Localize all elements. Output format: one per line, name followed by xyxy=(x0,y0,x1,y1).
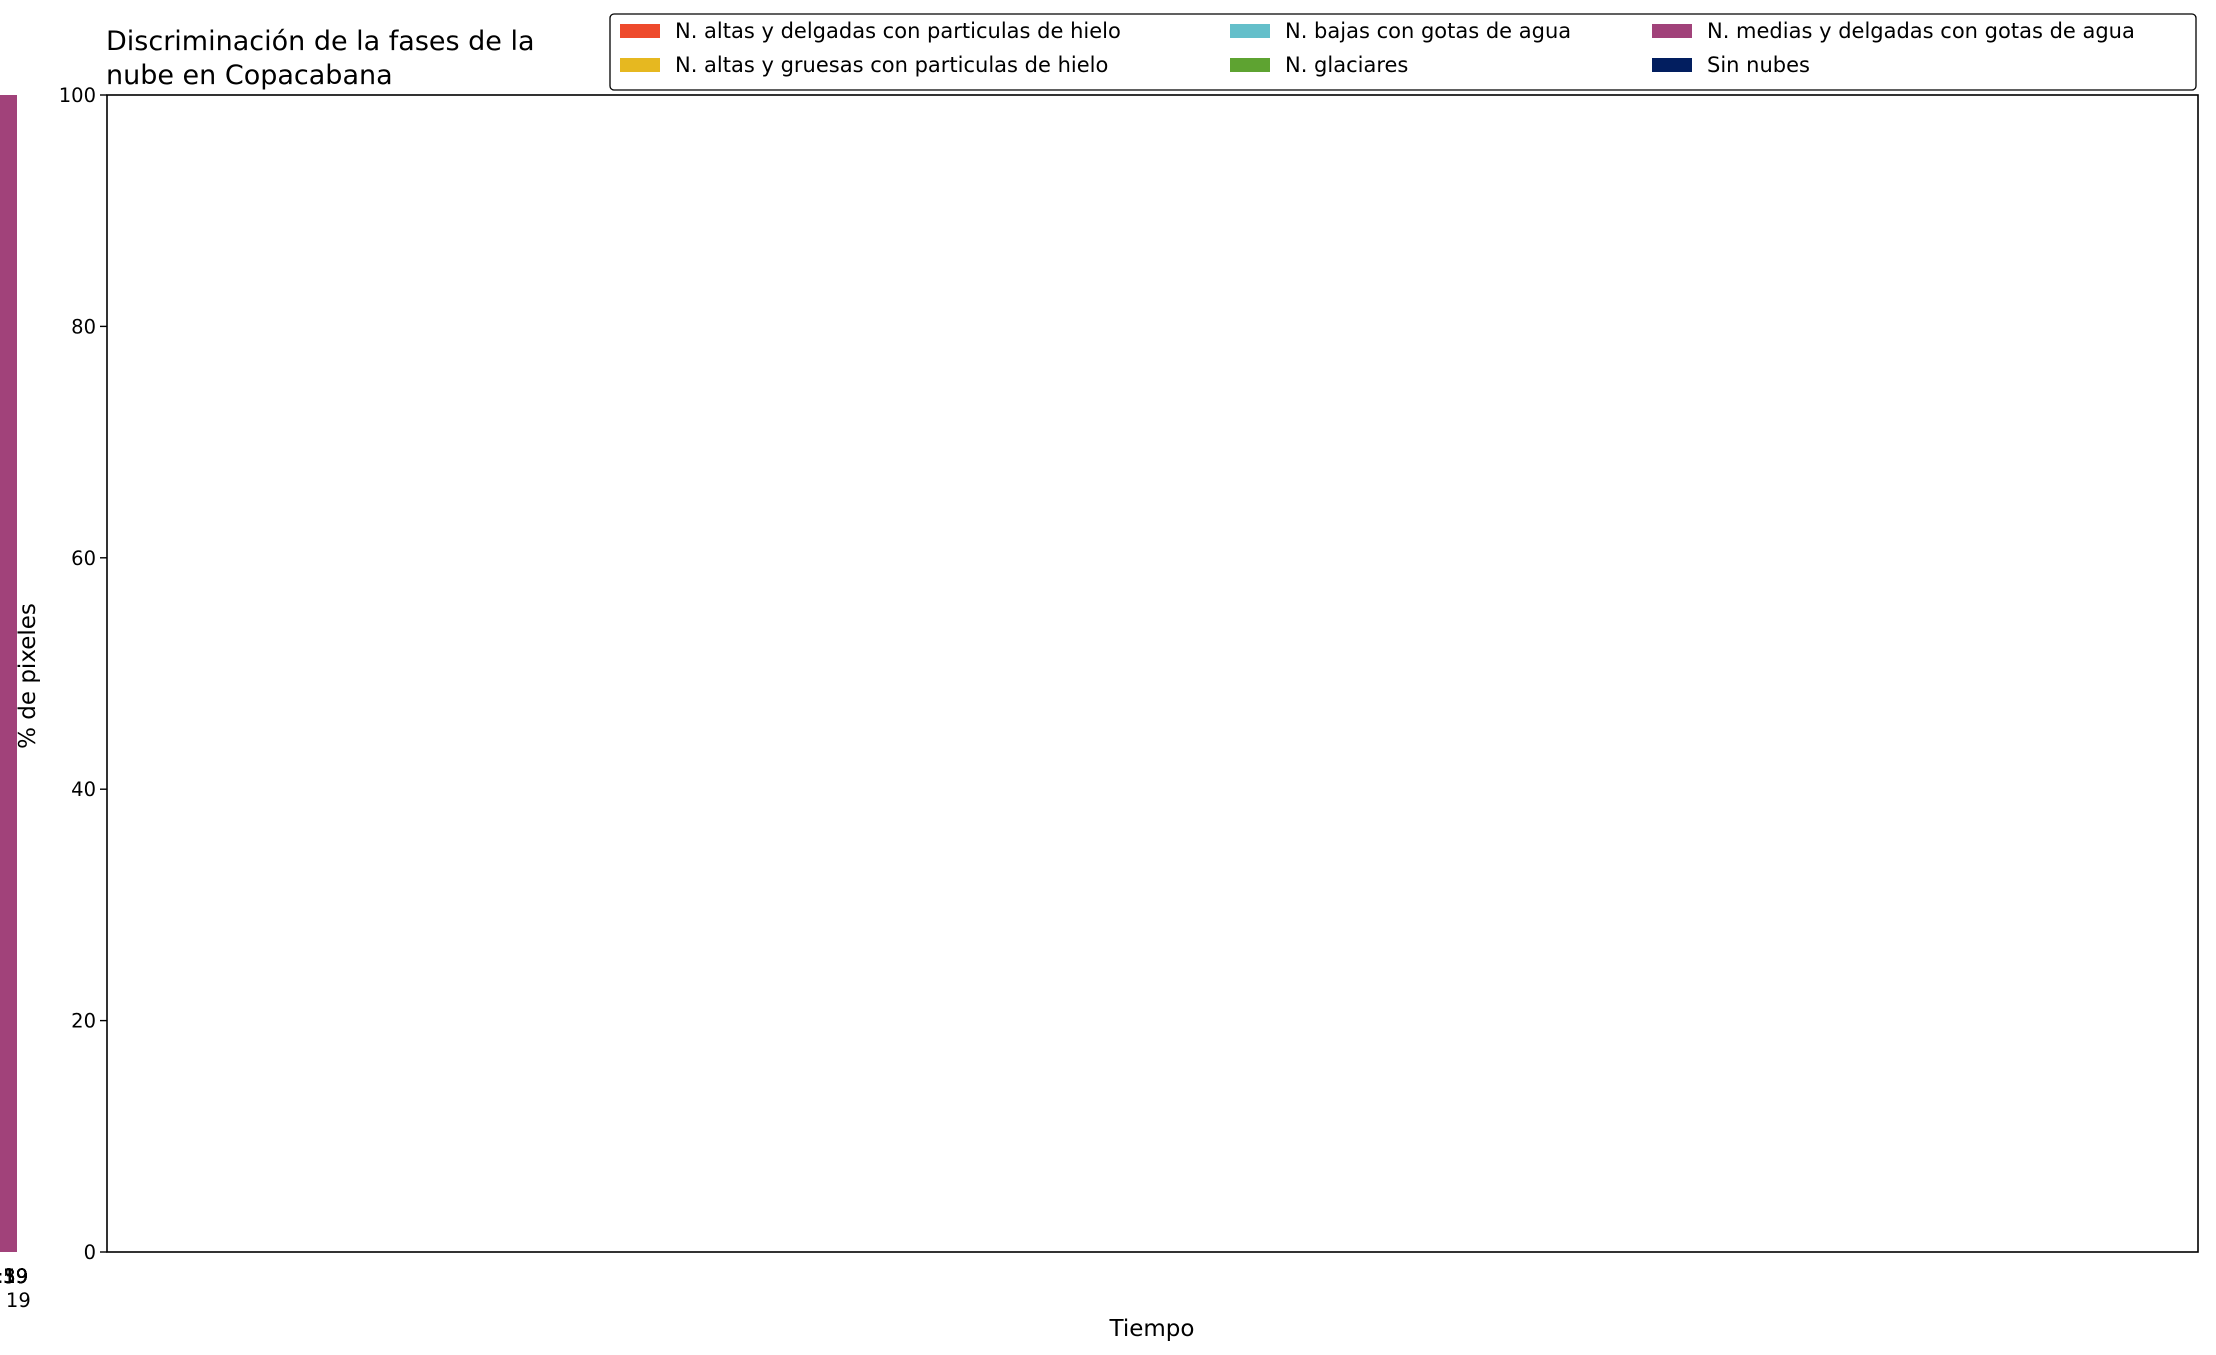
x-tick-label-2: 09:39 xyxy=(0,1265,28,1288)
x-tick-label-10: 14:59 xyxy=(0,1265,28,1288)
bar-segment-53-4 xyxy=(0,95,17,1252)
legend-label-1: N. altas y gruesas con particulas de hie… xyxy=(675,53,1108,77)
y-tick-label-3: 60 xyxy=(71,547,96,570)
legend-swatch-4 xyxy=(1652,24,1692,38)
x-tick-label-7: 12:59 xyxy=(0,1265,28,1288)
x-tick-label-4: 10:59 xyxy=(0,1265,28,1288)
x-tick-label-12: 16:19 xyxy=(0,1265,28,1288)
x-tick-date-label: Jun 19 xyxy=(0,1289,31,1312)
x-tick-label-14: 17:39 xyxy=(0,1265,28,1288)
y-tick-label-2: 40 xyxy=(71,778,96,801)
legend-swatch-3 xyxy=(1230,58,1270,72)
legend-box xyxy=(609,13,2197,91)
x-tick-label-13: 16:59 xyxy=(0,1265,28,1288)
legend-label-5: Sin nubes xyxy=(1707,53,1810,77)
x-tick-label-6: 12:19 xyxy=(0,1265,28,1288)
x-tick-label-8: 13:39 xyxy=(0,1265,28,1288)
legend-label-3: N. glaciares xyxy=(1285,53,1408,77)
legend-swatch-2 xyxy=(1230,24,1270,38)
chart-title-line-2: nube en Copacabana xyxy=(106,60,393,91)
y-axis: 0 20 40 60 80 100 xyxy=(59,84,107,1264)
legend-swatch-1 xyxy=(620,58,660,72)
chart-title-line-1: Discriminación de la fases de la xyxy=(106,26,535,57)
legend: N. altas y delgadas con particulas de hi… xyxy=(609,13,2197,91)
legend-label-0: N. altas y delgadas con particulas de hi… xyxy=(675,19,1121,43)
y-axis-label: % de pixeles xyxy=(15,603,41,749)
legend-swatch-0 xyxy=(620,24,660,38)
x-tick-label-11: 15:39 xyxy=(0,1265,28,1288)
x-tick-label-9: 14:19 xyxy=(0,1265,28,1288)
x-axis: 08:19Jun 1908:5909:3910:1910:5911:3912:1… xyxy=(0,1265,31,1312)
legend-swatch-5 xyxy=(1652,58,1692,72)
x-axis-label: Tiempo xyxy=(1109,1316,1195,1342)
legend-label-2: N. bajas con gotas de agua xyxy=(1285,19,1571,43)
legend-label-4: N. medias y delgadas con gotas de agua xyxy=(1707,19,2135,43)
y-tick-label-0: 0 xyxy=(84,1241,96,1264)
x-tick-label-0: 08:19 xyxy=(0,1265,28,1288)
x-tick-label-5: 11:39 xyxy=(0,1265,28,1288)
axes-frame xyxy=(106,94,2199,1253)
y-tick-label-4: 80 xyxy=(71,315,96,338)
x-tick-label-1: 08:59 xyxy=(0,1265,28,1288)
bars-group xyxy=(0,95,17,1252)
y-tick-label-1: 20 xyxy=(71,1010,96,1033)
x-tick-label-3: 10:19 xyxy=(0,1265,28,1288)
y-tick-label-5: 100 xyxy=(59,84,96,107)
